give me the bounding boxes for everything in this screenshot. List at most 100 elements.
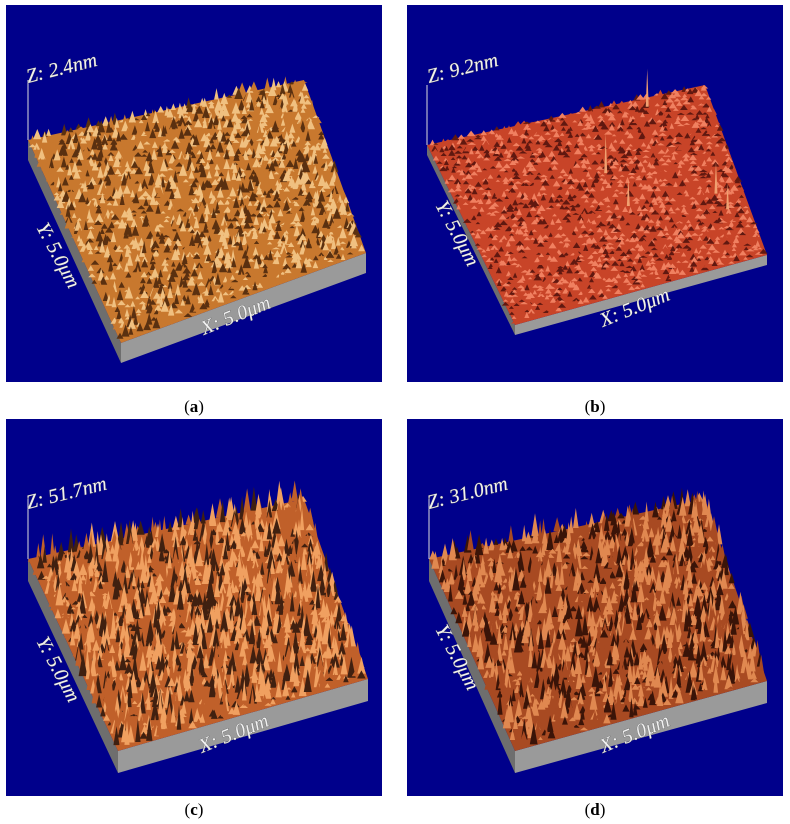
surface-peak [714, 199, 721, 204]
surface-peak [448, 538, 457, 561]
surface-peak [663, 126, 668, 131]
surface-peak [244, 196, 251, 204]
surface-peak [164, 319, 174, 325]
surface-peak [619, 233, 626, 237]
surface-peak [127, 227, 133, 237]
surface-peak [120, 209, 129, 218]
surface-peak [693, 134, 702, 140]
surface-peak [139, 651, 147, 671]
surface-peak [548, 150, 556, 157]
surface-peak [301, 543, 309, 548]
surface-peak [536, 262, 545, 269]
surface-peak [675, 115, 681, 121]
surface-peak [651, 129, 659, 135]
surface-peak [173, 690, 180, 711]
surface-peak [512, 159, 519, 164]
surface-peak [755, 240, 761, 247]
surface-peak [174, 283, 181, 296]
surface-peak [439, 569, 447, 583]
surface-peak [591, 198, 599, 204]
surface-peak [471, 215, 477, 221]
surface-peak [731, 224, 737, 230]
surface-peak [554, 198, 561, 203]
surface-peak [502, 537, 509, 547]
surface-peak [566, 218, 571, 223]
surface-peak [617, 512, 625, 519]
surface-peak [642, 149, 650, 152]
surface-peak [169, 179, 178, 189]
surface-peak [46, 146, 54, 154]
surface-peak [295, 256, 302, 269]
surface-peak [245, 273, 252, 278]
surface-peak [269, 658, 278, 673]
surface-peak [649, 137, 655, 144]
surface-peak [81, 254, 89, 263]
surface-peak [528, 311, 535, 317]
surface-peak [239, 196, 245, 207]
surface-peak [194, 605, 202, 616]
surface-peak [87, 265, 94, 271]
surface-peak [305, 227, 315, 238]
surface-peak [196, 645, 204, 659]
surface-peak [534, 216, 540, 222]
surface-peak [674, 168, 679, 172]
surface-peak [217, 205, 225, 211]
surface-peak [174, 198, 182, 206]
surface-peak [331, 637, 340, 657]
surface-peak [666, 134, 674, 139]
surface-peak [718, 220, 728, 223]
surface-peak [549, 174, 555, 179]
surface-peak [64, 634, 71, 638]
surface-peak [301, 190, 309, 195]
surface-peak [279, 241, 288, 255]
surface-peak [192, 305, 200, 312]
surface-peak [134, 260, 142, 272]
surface-peak [602, 257, 610, 261]
surface-peak [232, 139, 240, 143]
surface-peak [255, 569, 264, 587]
surface-peak [483, 157, 490, 161]
surface-peak [516, 202, 526, 205]
surface-peak [123, 244, 131, 249]
surface-peak [488, 204, 497, 210]
surface-peak [319, 187, 326, 192]
surface-peak [576, 135, 584, 142]
surface-peak [634, 275, 642, 279]
surface-peak [750, 238, 756, 242]
surface-peak [148, 173, 156, 186]
surface-peak [615, 520, 622, 541]
surface-peak [597, 201, 605, 206]
surface-peak [273, 200, 281, 208]
surface-peak [737, 208, 745, 214]
surface-peak [533, 175, 542, 180]
surface-peak [619, 270, 627, 272]
surface-peak [131, 160, 139, 168]
surface-peak [350, 242, 357, 249]
surface-peak [205, 263, 212, 271]
surface-peak [527, 189, 535, 195]
surface-peak [491, 544, 499, 558]
surface-peak [511, 216, 519, 221]
surface-peak [102, 116, 110, 126]
surface-peak [594, 171, 600, 179]
surface-peak [150, 158, 157, 165]
surface-peak [508, 181, 515, 186]
surface-peak [109, 286, 117, 296]
surface-peak [519, 158, 527, 163]
surface-peak [165, 117, 172, 123]
surface-peak [611, 252, 618, 259]
surface-peak [85, 169, 90, 177]
surface-peak [221, 115, 226, 122]
surface-peak [95, 205, 103, 214]
surface-peak [173, 278, 182, 289]
surface-peak [242, 284, 252, 289]
surface-peak [524, 531, 533, 544]
surface-peak [561, 279, 570, 284]
surface-peak [227, 267, 232, 273]
surface-peak [684, 489, 691, 507]
surface-peak [550, 159, 559, 165]
surface-peak [209, 548, 218, 565]
surface-peak [137, 205, 146, 210]
surface-peak [624, 130, 631, 135]
surface-peak [433, 142, 439, 145]
